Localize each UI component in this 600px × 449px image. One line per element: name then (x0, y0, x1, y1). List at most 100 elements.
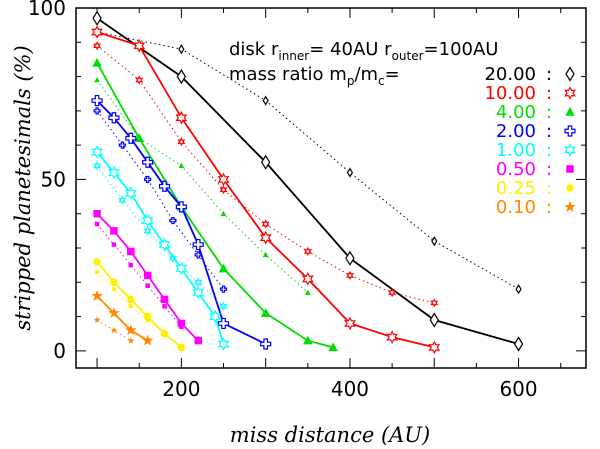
series-2.00 (91, 94, 272, 350)
data-point (301, 272, 314, 286)
x-tick-label: 400 (331, 377, 369, 401)
series-layer (91, 10, 524, 355)
data-point (328, 342, 338, 352)
legend-separator: : (546, 64, 552, 85)
data-point (429, 312, 439, 328)
data-point (260, 338, 272, 350)
data-point (93, 257, 101, 266)
data-point (110, 227, 118, 235)
data-point-dotted (128, 262, 134, 268)
data-point (93, 209, 101, 218)
y-axis-title: stripped planetesimals (%) (11, 45, 35, 330)
data-point (91, 94, 103, 107)
data-point-dotted (111, 286, 117, 292)
data-point-dotted (169, 216, 177, 225)
data-point-dotted (262, 95, 269, 106)
series-0.25 (93, 257, 186, 352)
legend-separator: : (546, 178, 552, 199)
series-10.00 (91, 25, 441, 355)
data-point-dotted (194, 277, 203, 287)
x-tick-label: 200 (162, 377, 200, 401)
data-point (177, 319, 186, 328)
mass-p-sub: p (347, 74, 355, 88)
data-point (92, 57, 102, 67)
data-point-dotted (94, 77, 100, 83)
data-point (158, 180, 171, 192)
data-point (141, 334, 154, 346)
data-point (160, 329, 169, 338)
data-point-dotted (219, 301, 228, 311)
data-point-dotted (262, 251, 269, 258)
data-point-dotted (220, 210, 227, 216)
legend-label: 10.00 (484, 83, 536, 104)
data-point-dotted (162, 304, 167, 309)
data-point (91, 25, 103, 39)
data-point-dotted (128, 304, 134, 309)
data-point (217, 172, 230, 187)
data-point-dotted (127, 337, 135, 344)
data-point (158, 237, 171, 252)
series-line-dotted (96, 319, 132, 342)
data-point (177, 343, 186, 352)
legend-separator: : (546, 140, 552, 161)
data-point (125, 132, 137, 144)
data-point (192, 285, 205, 300)
data-point (303, 335, 313, 345)
mass-c-sub: c (378, 74, 385, 88)
series-line-dotted (96, 110, 224, 290)
data-point (124, 186, 137, 200)
data-point-dotted (219, 185, 228, 195)
series-4.00 (92, 57, 338, 352)
data-point-dotted (135, 75, 144, 85)
legend-label: 0.50 (496, 159, 536, 180)
data-point-dotted (430, 298, 439, 308)
data-point (344, 316, 356, 331)
legend-label: 20.00 (484, 64, 536, 85)
data-point-dotted (346, 167, 354, 178)
data-point-dotted (177, 137, 186, 147)
data-point (218, 263, 229, 273)
legend-separator: : (546, 159, 552, 180)
data-point (143, 312, 152, 321)
data-point (192, 238, 204, 251)
data-point (127, 295, 135, 304)
legend-label: 2.00 (496, 121, 536, 142)
data-point (217, 337, 230, 351)
data-point (108, 165, 120, 180)
data-point-dotted (93, 107, 101, 115)
data-point (176, 68, 187, 85)
axis-ticks (76, 7, 586, 368)
data-point (386, 330, 399, 344)
data-point (91, 290, 103, 301)
data-point-dotted (178, 44, 185, 55)
data-point (428, 340, 441, 355)
data-point-dotted (145, 283, 150, 288)
data-point (134, 133, 144, 143)
legend-marker (566, 165, 574, 173)
mass-ratio-annotation: mass ratio mp/mc= (229, 64, 400, 88)
disk-outer-value: =100AU (424, 39, 499, 60)
y-tick-label: 50 (41, 167, 66, 191)
legend-marker (564, 125, 576, 137)
data-point-dotted (143, 226, 152, 236)
data-point-dotted (118, 195, 127, 205)
legend-separator: : (546, 83, 552, 104)
disk-outer-sub: outer (392, 49, 424, 63)
data-point-dotted (303, 246, 312, 256)
series-line-dotted (96, 271, 165, 335)
legend-marker (566, 184, 574, 192)
data-point (209, 309, 222, 324)
series-0.10 (91, 290, 154, 346)
legend-label: 0.25 (496, 178, 536, 199)
legend-marker (565, 66, 575, 82)
legend: 20.00:10.00:4.00:2.00:1.00:0.50:0.25:0.1… (484, 64, 576, 218)
series-1.00 (91, 145, 230, 351)
series-20.00 (92, 10, 524, 352)
data-point (345, 250, 355, 266)
data-point-dotted (93, 316, 101, 323)
disk-annotation: disk rinner= 40AU router=100AU (229, 39, 498, 63)
plot-frame (75, 7, 587, 369)
data-point (92, 10, 102, 26)
